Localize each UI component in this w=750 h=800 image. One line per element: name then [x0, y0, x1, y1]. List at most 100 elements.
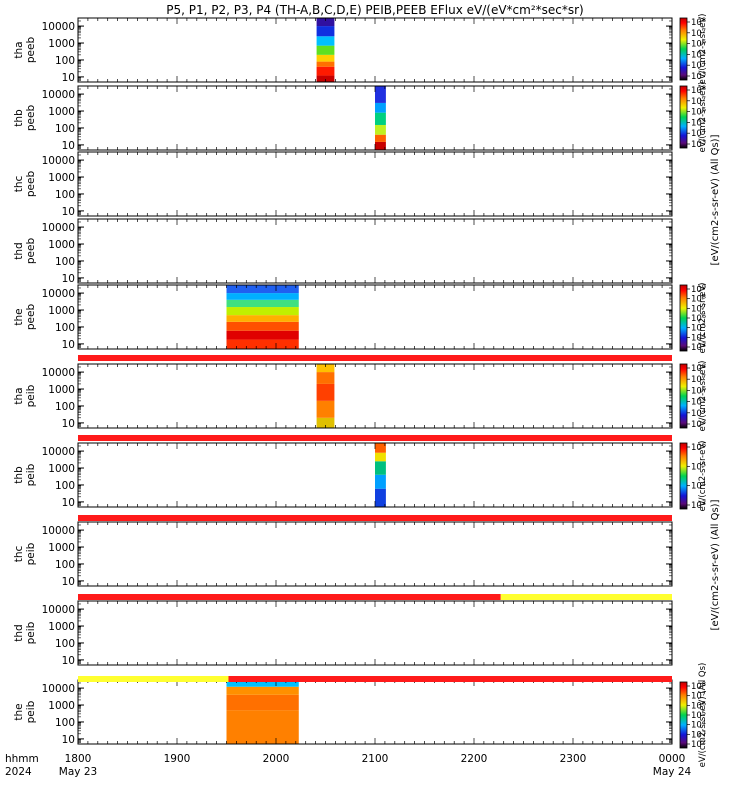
spectrogram-band: [375, 474, 386, 489]
spectrogram-panel-thb-peeb: 10 100 1000 10000 thb peeb: [13, 85, 673, 152]
spectrogram-band: [316, 61, 335, 67]
spectrogram-band: [226, 686, 299, 695]
spectrogram-panel-the-peib: 10 100 1000 10000 the peib: [13, 679, 673, 746]
colorbar-label: eV/(cm2-s-sr-eV): [698, 82, 708, 153]
panel-frame: [77, 151, 673, 217]
y-tick-label: 10: [62, 140, 75, 152]
y-tick-label: 10000: [42, 446, 75, 458]
y-tick-label: 10000: [42, 525, 75, 537]
y-tick-label: 10: [62, 418, 75, 430]
y-tick-label: 1000: [48, 106, 75, 118]
panel-frame: [77, 679, 673, 745]
panel-frame: [77, 17, 673, 83]
spectrogram-band: [226, 299, 299, 308]
time-tick-label: 0000: [659, 753, 686, 765]
spectrogram-panel-tha-peeb: 10 100 1000 10000 tha peeb: [13, 17, 673, 84]
y-tick-label: 1000: [48, 384, 75, 396]
spectrogram-panel-tha-peib: 10 100 1000 10000 tha peib: [13, 363, 673, 430]
colorbar-label: eV/(cm2-s-sr-eV): [698, 441, 708, 512]
y-tick-label: 100: [55, 480, 75, 492]
time-tick-label: 1900: [164, 753, 191, 765]
panel-instrument-label: peib: [25, 542, 37, 565]
y-tick-label: 1000: [48, 172, 75, 184]
colorbar-label: eV/(cm2-s-sr-eV): [698, 361, 708, 432]
spectrogram-band: [375, 124, 386, 135]
spectrogram-band: [316, 18, 335, 27]
spectrogram-band: [375, 102, 386, 113]
colorbar-gradient: [679, 17, 688, 81]
y-tick-label: 100: [55, 189, 75, 201]
spectrogram-band: [375, 86, 386, 103]
quality-flag-bars: [78, 355, 673, 682]
spectrogram-band: [316, 36, 335, 46]
y-tick-label: 1000: [48, 542, 75, 554]
spectrogram-panel-the-peeb: 10 100 1000 10000 the peeb: [13, 284, 673, 351]
spectrogram-band: [375, 141, 386, 150]
colorbar-label: eV/(cm2-s-sr-eV): [698, 283, 708, 354]
panel-probe-label: tha: [13, 41, 25, 58]
panel-instrument-label: peeb: [25, 171, 37, 198]
spectrogram-band: [316, 400, 335, 418]
y-tick-label: 100: [55, 123, 75, 135]
y-tick-label: 1000: [48, 621, 75, 633]
colorbar-gradient: [679, 442, 688, 510]
figure-title: P5, P1, P2, P3, P4 (TH-A,B,C,D,E) PEIB,P…: [166, 3, 583, 17]
time-tick-date-label: May 23: [59, 766, 97, 778]
spectrogram-band: [316, 26, 335, 37]
spectrogram-band: [375, 443, 386, 453]
colorbar-tick-label: 105: [691, 116, 706, 128]
spectrogram-band: [226, 293, 299, 300]
panel-probe-label: the: [13, 308, 25, 325]
panel-frame: [77, 218, 673, 284]
panel-instrument-label: peeb: [25, 304, 37, 331]
time-tick-label: 1800: [65, 753, 92, 765]
quality-flag-segment: [78, 676, 229, 682]
panel-instrument-label: peeb: [25, 238, 37, 265]
panel-probe-label: thd: [13, 242, 25, 259]
y-tick-label: 10: [62, 206, 75, 218]
colorbar-gradient: [679, 681, 688, 749]
panel-frame: [77, 521, 673, 587]
spectrogram-band: [316, 417, 335, 428]
panel-instrument-label: peeb: [25, 37, 37, 64]
panel-frame: [77, 600, 673, 666]
panel-probe-label: the: [13, 703, 25, 720]
y-tick-label: 10: [62, 72, 75, 84]
spectrogram-band: [375, 134, 386, 142]
spectrogram-band: [226, 315, 299, 322]
y-tick-label: 1000: [48, 305, 75, 317]
panel-instrument-label: peib: [25, 700, 37, 723]
panel-frame: [77, 284, 673, 350]
spectrogram-band: [226, 330, 299, 340]
quality-flag-segment: [78, 594, 501, 600]
y-tick-label: 1000: [48, 463, 75, 475]
y-tick-label: 10000: [42, 89, 75, 101]
panel-probe-label: thc: [13, 176, 25, 193]
panel-probe-label: thd: [13, 624, 25, 641]
y-tick-label: 10000: [42, 288, 75, 300]
colorbar-gradient: [679, 284, 688, 352]
y-tick-label: 100: [55, 322, 75, 334]
quality-flag-segment: [78, 355, 672, 361]
panel-probe-label: thb: [13, 109, 25, 127]
panel-instrument-label: peib: [25, 621, 37, 644]
time-axis-row2-label: 2024: [5, 766, 32, 778]
panel-instrument-label: peib: [25, 463, 37, 486]
y-tick-label: 10: [62, 576, 75, 588]
quality-flag-segment: [78, 515, 672, 521]
quality-flag-segment: [500, 594, 672, 600]
panel-instrument-label: peib: [25, 384, 37, 407]
time-tick-label: 2000: [263, 753, 290, 765]
spectrogram-band: [226, 680, 299, 687]
spectrogram-band: [226, 307, 299, 316]
time-tick-label: 2200: [461, 753, 488, 765]
colorbar-side-label: [eV/(cm2-s-sr-eV) (All Qs)]: [710, 134, 721, 265]
y-tick-label: 100: [55, 717, 75, 729]
panel-frame: [77, 363, 673, 429]
spectrogram-band: [375, 488, 386, 507]
